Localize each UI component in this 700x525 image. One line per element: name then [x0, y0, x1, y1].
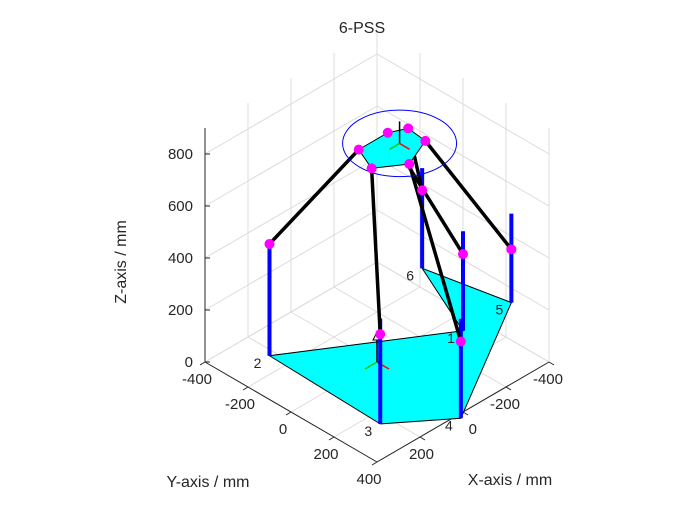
- grid-line: [204, 261, 378, 363]
- base-vertex-label-5: 5: [495, 302, 503, 318]
- x-tick-label: 400: [356, 471, 381, 488]
- grid-line: [204, 209, 378, 311]
- y-tick-mark: [548, 361, 555, 366]
- platform-joint-4: [404, 159, 415, 169]
- legs: [268, 127, 513, 343]
- x-axis-label: X-axis / mm: [468, 472, 552, 489]
- leg-5: [424, 139, 513, 251]
- x-tick-mark: [328, 436, 335, 441]
- x-tick-mark: [242, 386, 249, 391]
- platform-joint-1: [382, 127, 393, 138]
- slider-joint-4: [455, 336, 466, 347]
- y-tick-mark: [505, 386, 512, 391]
- grid-line: [376, 53, 550, 155]
- y-tick-label: -400: [533, 371, 563, 388]
- platform-joint-2: [353, 144, 364, 155]
- base-vertex-label-1: 1: [447, 330, 455, 346]
- y-tick-label: -200: [490, 396, 520, 413]
- y-tick-label: 0: [469, 421, 477, 438]
- z-axis-label: Z-axis / mm: [113, 220, 130, 304]
- tick-labels: -400 -200 0 200 400 -400 -200 0 200 0 200 400 600 800: [168, 146, 563, 488]
- grid-line: [204, 157, 378, 259]
- y-tick-mark: [419, 436, 426, 441]
- base-plate: [268, 267, 513, 425]
- base-frame-y-axis: [364, 361, 378, 370]
- grid-line: [204, 53, 378, 155]
- base-polygon: [268, 267, 513, 425]
- slider-joint-3: [375, 329, 386, 340]
- z-tick-label: 200: [168, 302, 193, 319]
- platform-joint-5: [420, 135, 431, 146]
- chart-title: 6-PSS: [339, 20, 385, 37]
- axes-lines: [199, 128, 555, 466]
- x-tick-mark: [371, 461, 378, 466]
- slider-joint-2: [264, 238, 275, 249]
- platform-circle: [342, 109, 458, 178]
- moving-platform: [342, 109, 458, 178]
- grid-line: [376, 105, 550, 207]
- base-vertex-label-4: 4: [445, 417, 453, 433]
- base-vertex-label-3: 3: [364, 423, 372, 439]
- z-tick-label: 600: [168, 198, 193, 215]
- x-tick-label: 0: [279, 421, 287, 438]
- y-axis-label: Y-axis / mm: [167, 474, 250, 491]
- x-tick-label: 200: [313, 446, 338, 463]
- leg-2: [268, 148, 360, 246]
- z-tick-label: 400: [168, 250, 193, 267]
- joints: [264, 123, 517, 347]
- vertex-labels: 1 2 3 4 5 6: [254, 267, 504, 439]
- grid-line: [204, 105, 378, 207]
- z-tick-label: 800: [168, 146, 193, 163]
- grid-line: [376, 157, 550, 259]
- x-tick-label: -400: [182, 371, 212, 388]
- platform-frame-x-axis: [399, 142, 410, 151]
- slider-joint-6: [417, 185, 428, 196]
- platform-joint-6: [403, 123, 414, 134]
- y-tick-label: 200: [409, 446, 434, 463]
- slider-joint-5: [506, 244, 517, 255]
- guide-rails: [267, 168, 514, 424]
- leg-3: [369, 168, 382, 335]
- x-tick-mark: [199, 361, 206, 366]
- x-tick-mark: [285, 411, 292, 416]
- platform-frame-y-axis: [389, 142, 400, 151]
- x-tick-label: -200: [225, 396, 255, 413]
- leg-4: [407, 163, 463, 343]
- z-tick-label: 0: [185, 354, 193, 371]
- base-vertex-label-6: 6: [406, 267, 414, 283]
- platform-joint-3: [366, 163, 377, 174]
- base-vertex-label-2: 2: [254, 355, 262, 371]
- slider-joint-1: [458, 249, 468, 260]
